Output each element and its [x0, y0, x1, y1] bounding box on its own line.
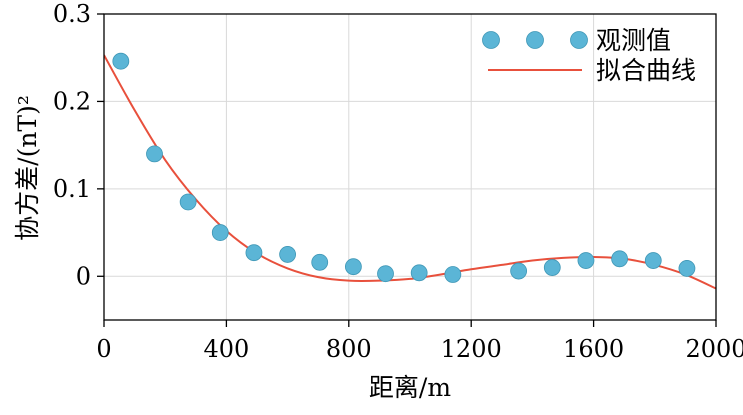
observed-point: [678, 260, 696, 277]
observed-point: [611, 250, 629, 268]
x-tick-label: 1200: [441, 335, 502, 363]
legend: 观测值 拟合曲线: [482, 26, 696, 85]
x-tick-label: 800: [326, 335, 372, 363]
x-tick-label: 400: [203, 335, 249, 363]
observed-point: [179, 193, 197, 211]
legend-marker-observed-2: [526, 31, 544, 49]
observed-point: [410, 264, 428, 282]
axis-ticks: [97, 13, 717, 327]
x-tick-label: 2000: [685, 335, 743, 363]
y-axis-title: 协方差/(nT)²: [13, 95, 42, 241]
observed-point: [543, 259, 561, 276]
x-axis-title: 距离/m: [369, 373, 451, 402]
y-tick-label: 0.2: [53, 87, 91, 115]
legend-marker-observed-1: [482, 31, 500, 49]
y-tick-label: 0.1: [53, 175, 91, 203]
observed-point: [377, 265, 394, 283]
observed-point: [577, 252, 595, 269]
x-tick-label: 0: [96, 335, 111, 363]
observed-point: [279, 246, 297, 263]
legend-label-observed: 观测值: [596, 26, 671, 55]
observed-point: [245, 244, 263, 262]
observed-points-layer: [112, 52, 696, 283]
observed-point: [444, 266, 462, 283]
observed-point: [146, 145, 163, 163]
observed-point: [112, 52, 130, 70]
observed-point: [344, 258, 362, 276]
observed-point: [311, 253, 329, 271]
plot-frame: [103, 13, 717, 321]
observed-point: [644, 252, 662, 269]
y-tick-label: 0.3: [53, 0, 91, 28]
x-tick-label: 1600: [563, 335, 624, 363]
legend-marker-observed-3: [570, 31, 588, 49]
y-tick-label: 0: [76, 262, 91, 290]
legend-label-fit: 拟合曲线: [596, 56, 696, 85]
observed-point: [510, 262, 528, 280]
observed-point: [211, 224, 229, 241]
tick-labels: 0 400 800 1200 1600 2000 0 0.1 0.2 0.3: [53, 0, 743, 363]
